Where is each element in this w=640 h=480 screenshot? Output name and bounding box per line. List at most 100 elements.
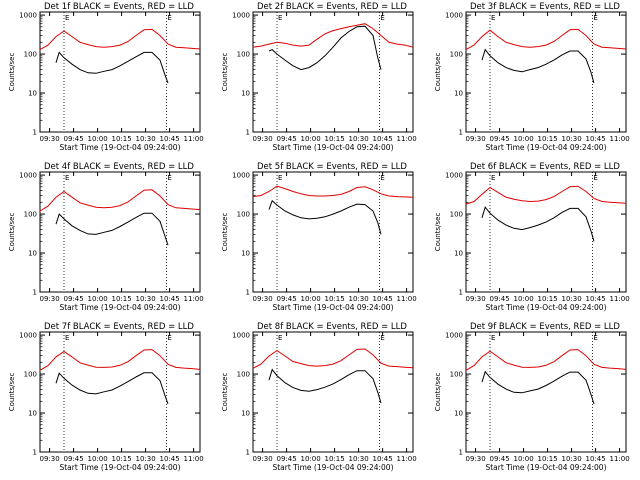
y-tick-label: 1 [246,449,250,457]
x-tick-label: 09:45 [277,135,297,143]
panel-title: Det 1f BLACK = Events, RED = LLD [44,2,194,12]
x-tick-label: 10:00 [301,135,321,143]
chart-svg-8: Det 8f BLACK = Events, RED = LLD 1 10 100 10… [221,322,417,472]
y-axis-label: Counts/sec [434,53,442,92]
x-axis-label: Start Time (19-Oct-04 09:24:00) [59,303,180,312]
y-tick-label: 10 [28,250,37,258]
x-tick-label: 10:45 [373,455,393,463]
x-tick-label: 09:45 [490,135,510,143]
y-tick-label: 100 [24,51,37,59]
chart-svg-7: Det 7f BLACK = Events, RED = LLD 1 10 100 10… [8,322,204,472]
y-axis-label: Counts/sec [434,213,442,252]
events-series-line [55,372,169,405]
y-tick-label: 10 [454,90,463,98]
panel-title: Det 3f BLACK = Events, RED = LLD [470,2,620,12]
y-axis-label: Counts/sec [434,373,442,412]
y-tick-label: 1 [459,129,463,137]
y-tick-label: 100 [237,211,250,219]
x-tick-label: 10:30 [349,135,369,143]
x-tick-label: 10:15 [538,295,558,303]
x-tick-label: 10:00 [514,455,534,463]
y-tick-label: 10 [454,410,463,418]
x-tick-label: 10:45 [586,135,606,143]
chart-panel-9: Det 9f BLACK = Events, RED = LLD 1 10 100 10… [426,320,639,480]
x-tick-label: 11:00 [610,455,630,463]
y-tick-label: 100 [24,211,37,219]
plot-frame [39,331,201,453]
time-marker-label: E [65,334,69,342]
y-tick-label: 100 [450,371,463,379]
y-tick-label: 1 [246,129,250,137]
time-marker-label: E [278,174,282,182]
x-tick-label: 10:15 [112,135,132,143]
x-tick-label: 11:00 [397,135,417,143]
y-tick-label: 1000 [445,172,463,180]
x-tick-label: 10:15 [538,455,558,463]
plot-frame [465,171,627,293]
plot-frame [252,171,414,293]
x-tick-label: 10:45 [160,455,180,463]
time-marker-label: E [380,14,384,22]
time-marker-label: E [65,14,69,22]
y-tick-label: 1000 [445,332,463,340]
events-series-line [268,199,382,235]
events-series-line [55,212,169,246]
plot-frame [252,11,414,133]
x-tick-label: 10:30 [136,455,156,463]
chart-panel-1: Det 1f BLACK = Events, RED = LLD 1 10 100 10… [0,0,213,160]
y-tick-label: 10 [241,250,250,258]
events-series-line [268,25,382,71]
x-tick-label: 09:30 [466,135,486,143]
x-tick-label: 10:00 [88,135,108,143]
x-tick-label: 09:30 [466,295,486,303]
x-tick-label: 10:45 [586,295,606,303]
y-tick-label: 10 [241,410,250,418]
y-tick-label: 1000 [232,172,250,180]
x-tick-label: 10:45 [586,455,606,463]
y-tick-label: 1000 [232,332,250,340]
x-tick-label: 09:30 [253,135,273,143]
x-tick-label: 09:45 [64,455,84,463]
x-tick-label: 10:15 [112,295,132,303]
lld-series-line [252,23,414,48]
y-tick-label: 1 [33,129,37,137]
plot-frame [252,331,414,453]
y-tick-label: 100 [450,51,463,59]
y-axis-label: Counts/sec [221,373,229,412]
y-tick-label: 1000 [19,332,37,340]
lld-series-line [252,185,414,198]
time-marker-label: E [167,174,171,182]
time-marker-label: E [278,14,282,22]
chart-panel-8: Det 8f BLACK = Events, RED = LLD 1 10 100 10… [213,320,426,480]
x-axis-label: Start Time (19-Oct-04 09:24:00) [59,143,180,152]
events-series-line [481,48,595,84]
x-tick-label: 10:15 [325,135,345,143]
x-tick-label: 11:00 [610,135,630,143]
events-series-line [481,370,595,405]
lld-series-line [465,349,627,371]
time-marker-label: E [593,334,597,342]
x-axis-label: Start Time (19-Oct-04 09:24:00) [272,143,393,152]
lld-series-line [465,185,627,205]
plot-frame [39,171,201,293]
events-series-line [55,51,169,84]
plot-frame [465,331,627,453]
y-tick-label: 1000 [232,12,250,20]
y-tick-label: 10 [241,90,250,98]
events-series-line [481,206,595,242]
time-marker-label: E [380,334,384,342]
time-marker-label: E [167,14,171,22]
x-tick-label: 09:30 [253,455,273,463]
chart-svg-6: Det 6f BLACK = Events, RED = LLD 1 10 100 10… [434,162,630,312]
events-series-line [268,368,382,404]
x-tick-label: 10:00 [88,295,108,303]
panel-title: Det 4f BLACK = Events, RED = LLD [44,162,194,172]
chart-svg-1: Det 1f BLACK = Events, RED = LLD 1 10 100 10… [8,2,204,152]
chart-panel-3: Det 3f BLACK = Events, RED = LLD 1 10 100 10… [426,0,639,160]
y-tick-label: 100 [24,371,37,379]
y-tick-label: 1 [33,289,37,297]
time-marker-label: E [380,174,384,182]
x-tick-label: 10:30 [136,135,156,143]
x-tick-label: 09:30 [40,295,60,303]
